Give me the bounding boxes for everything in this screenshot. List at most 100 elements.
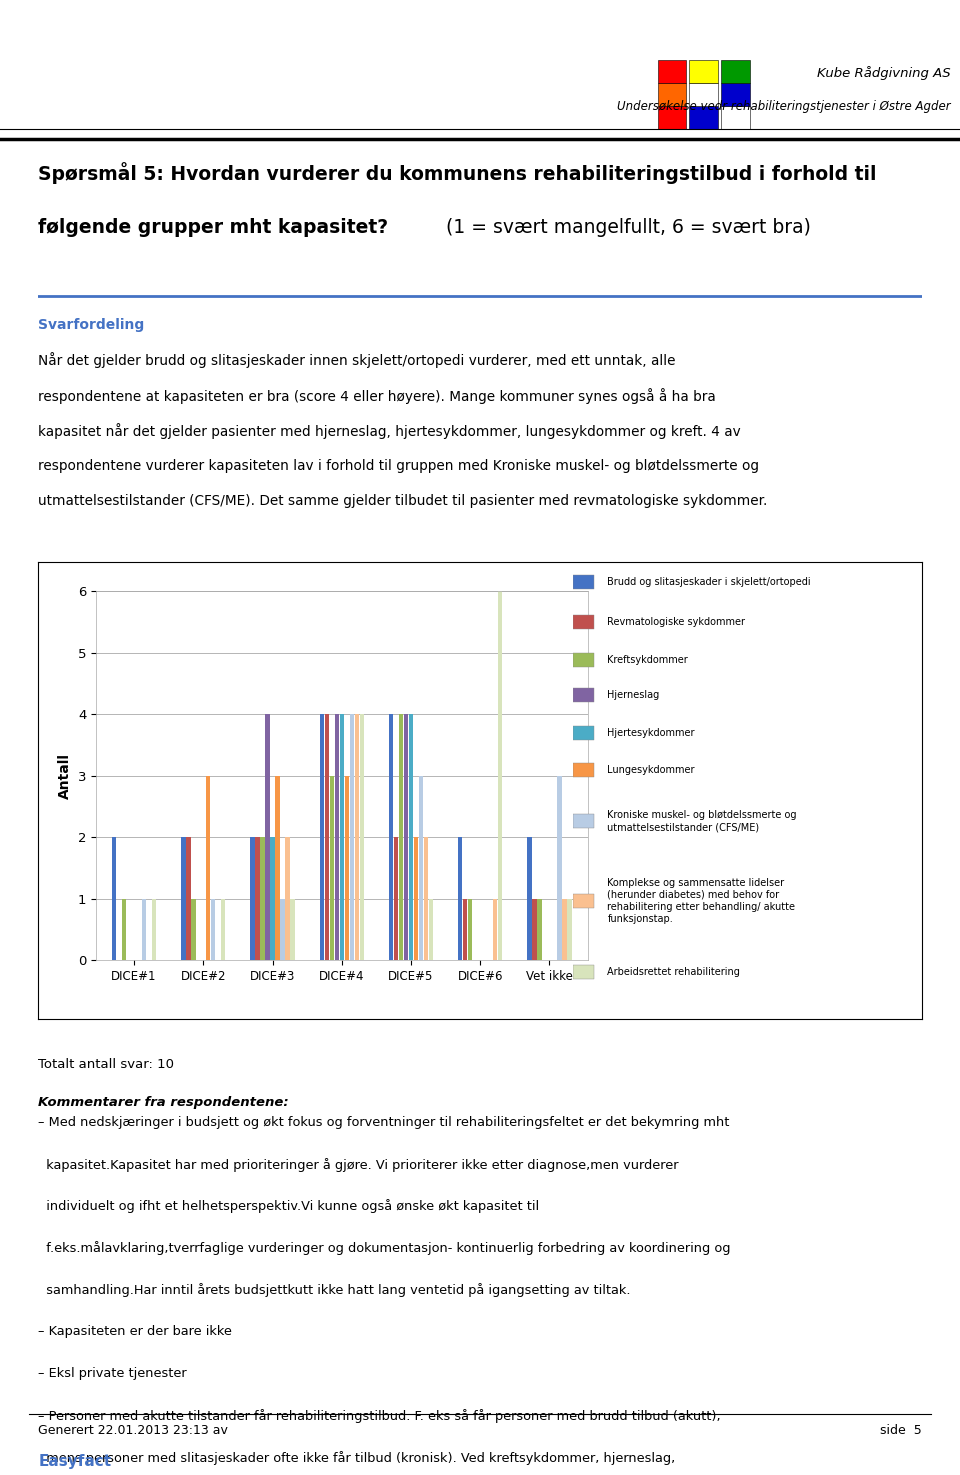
Bar xyxy=(458,838,463,960)
Bar xyxy=(573,575,593,590)
Bar xyxy=(389,714,394,960)
Bar xyxy=(563,898,566,960)
Bar xyxy=(532,898,537,960)
Y-axis label: Antall: Antall xyxy=(59,752,72,799)
Bar xyxy=(658,106,686,128)
Bar xyxy=(142,898,146,960)
Bar xyxy=(255,838,260,960)
Bar xyxy=(409,714,413,960)
Bar xyxy=(251,838,254,960)
Bar xyxy=(414,838,419,960)
Text: utmattelsestilstander (CFS/ME). Det samme gjelder tilbudet til pasienter med rev: utmattelsestilstander (CFS/ME). Det samm… xyxy=(38,494,768,507)
Bar xyxy=(191,898,196,960)
Bar xyxy=(290,898,295,960)
Bar xyxy=(354,714,359,960)
Bar xyxy=(276,776,279,960)
Bar xyxy=(689,60,718,83)
Text: respondentene at kapasiteten er bra (score 4 eller høyere). Mange kommuner synes: respondentene at kapasiteten er bra (sco… xyxy=(38,388,716,404)
Bar xyxy=(463,898,468,960)
Bar xyxy=(689,83,718,106)
Bar xyxy=(206,776,210,960)
Bar xyxy=(689,106,718,128)
Text: Revmatologiske sykdommer: Revmatologiske sykdommer xyxy=(608,617,746,627)
Bar xyxy=(335,714,339,960)
Bar xyxy=(271,838,275,960)
Bar xyxy=(221,898,226,960)
Text: f.eks.målavklaring,tverrfaglige vurderinger og dokumentasjon- kontinuerlig forbe: f.eks.målavklaring,tverrfaglige vurderin… xyxy=(38,1242,731,1255)
Text: Undersøkelse vedr rehabiliteringstjenester i Østre Agder: Undersøkelse vedr rehabiliteringstjenest… xyxy=(616,100,950,112)
Bar xyxy=(394,838,398,960)
Bar xyxy=(152,898,156,960)
Bar xyxy=(498,591,502,960)
Bar xyxy=(260,838,265,960)
Bar xyxy=(557,776,562,960)
Bar xyxy=(573,615,593,628)
Bar xyxy=(527,838,532,960)
Text: Svarfordeling: Svarfordeling xyxy=(38,319,145,332)
Text: Lungesykdommer: Lungesykdommer xyxy=(608,766,695,776)
Bar xyxy=(573,763,593,777)
Bar xyxy=(419,776,423,960)
Text: Hjerneslag: Hjerneslag xyxy=(608,690,660,701)
Text: samhandling.Har inntil årets budsjettkutt ikke hatt lang ventetid på igangsettin: samhandling.Har inntil årets budsjettkut… xyxy=(38,1283,631,1298)
Text: følgende grupper mht kapasitet?: følgende grupper mht kapasitet? xyxy=(38,218,389,237)
Bar xyxy=(538,898,541,960)
Bar xyxy=(329,776,334,960)
Bar xyxy=(112,838,116,960)
Bar xyxy=(186,838,190,960)
Bar xyxy=(573,687,593,702)
Bar xyxy=(280,898,285,960)
Text: Kroniske muskel- og bløtdelssmerte og
utmattelsestilstander (CFS/ME): Kroniske muskel- og bløtdelssmerte og ut… xyxy=(608,810,797,832)
Bar xyxy=(398,714,403,960)
Text: kapasitet når det gjelder pasienter med hjerneslag, hjertesykdommer, lungesykdom: kapasitet når det gjelder pasienter med … xyxy=(38,423,741,440)
Bar xyxy=(567,898,571,960)
Text: Kube Rådgivning AS: Kube Rådgivning AS xyxy=(817,66,950,80)
Text: Totalt antall svar: 10: Totalt antall svar: 10 xyxy=(38,1058,175,1071)
Bar xyxy=(340,714,344,960)
Text: Generert 22.01.2013 23:13 av: Generert 22.01.2013 23:13 av xyxy=(38,1423,228,1437)
Bar xyxy=(721,60,750,83)
Text: kapasitet.Kapasitet har med prioriteringer å gjøre. Vi prioriterer ikke etter di: kapasitet.Kapasitet har med prioritering… xyxy=(38,1158,679,1171)
Text: – Personer med akutte tilstander får rehabiliteringstilbud. F. eks så får person: – Personer med akutte tilstander får reh… xyxy=(38,1409,721,1423)
Text: Hjertesykdommer: Hjertesykdommer xyxy=(608,727,695,738)
Bar xyxy=(345,776,348,960)
Text: Brudd og slitasjeskader i skjelett/ortopedi: Brudd og slitasjeskader i skjelett/ortop… xyxy=(608,577,811,587)
Text: side  5: side 5 xyxy=(880,1423,922,1437)
Text: – Med nedskjæringer i budsjett og økt fokus og forventninger til rehabiliterings: – Med nedskjæringer i budsjett og økt fo… xyxy=(38,1115,730,1128)
Text: (1 = svært mangelfullt, 6 = svært bra): (1 = svært mangelfullt, 6 = svært bra) xyxy=(441,218,811,237)
Text: Kreftsykdommer: Kreftsykdommer xyxy=(608,655,688,665)
Text: Arbeidsrettet rehabilitering: Arbeidsrettet rehabilitering xyxy=(608,966,740,976)
Bar xyxy=(181,838,185,960)
Bar xyxy=(429,898,433,960)
Bar xyxy=(573,894,593,909)
Text: Easyfact: Easyfact xyxy=(38,1454,111,1469)
Bar xyxy=(211,898,215,960)
Bar xyxy=(468,898,472,960)
Text: – Eksl private tjenester: – Eksl private tjenester xyxy=(38,1367,187,1381)
Bar xyxy=(359,714,364,960)
Bar xyxy=(423,838,428,960)
Text: mens personer med slitasjeskader ofte ikke får tilbud (kronisk). Ved kreftsykdom: mens personer med slitasjeskader ofte ik… xyxy=(38,1451,676,1465)
Bar xyxy=(658,83,686,106)
Bar xyxy=(320,714,324,960)
Bar xyxy=(349,714,354,960)
Text: Kommentarer fra respondentene:: Kommentarer fra respondentene: xyxy=(38,1096,289,1109)
Bar xyxy=(573,965,593,979)
Bar xyxy=(573,726,593,740)
Bar xyxy=(404,714,408,960)
Text: respondentene vurderer kapasiteten lav i forhold til gruppen med Kroniske muskel: respondentene vurderer kapasiteten lav i… xyxy=(38,459,759,472)
Bar xyxy=(324,714,329,960)
Bar xyxy=(122,898,127,960)
Text: individuelt og ifht et helhetsperspektiv.Vi kunne også ønske økt kapasitet til: individuelt og ifht et helhetsperspektiv… xyxy=(38,1199,540,1214)
Bar xyxy=(658,60,686,83)
Bar xyxy=(721,83,750,106)
Bar xyxy=(265,714,270,960)
Bar xyxy=(285,838,290,960)
Text: Spørsmål 5: Hvordan vurderer du kommunens rehabiliteringstilbud i forhold til: Spørsmål 5: Hvordan vurderer du kommunen… xyxy=(38,162,876,184)
Bar xyxy=(493,898,497,960)
Text: – Kapasiteten er der bare ikke: – Kapasiteten er der bare ikke xyxy=(38,1326,232,1338)
Bar xyxy=(573,652,593,667)
Text: Når det gjelder brudd og slitasjeskader innen skjelett/ortopedi vurderer, med et: Når det gjelder brudd og slitasjeskader … xyxy=(38,353,676,369)
Text: Komplekse og sammensatte lidelser
(herunder diabetes) med behov for
rehabiliteri: Komplekse og sammensatte lidelser (herun… xyxy=(608,878,796,923)
Bar xyxy=(573,814,593,829)
